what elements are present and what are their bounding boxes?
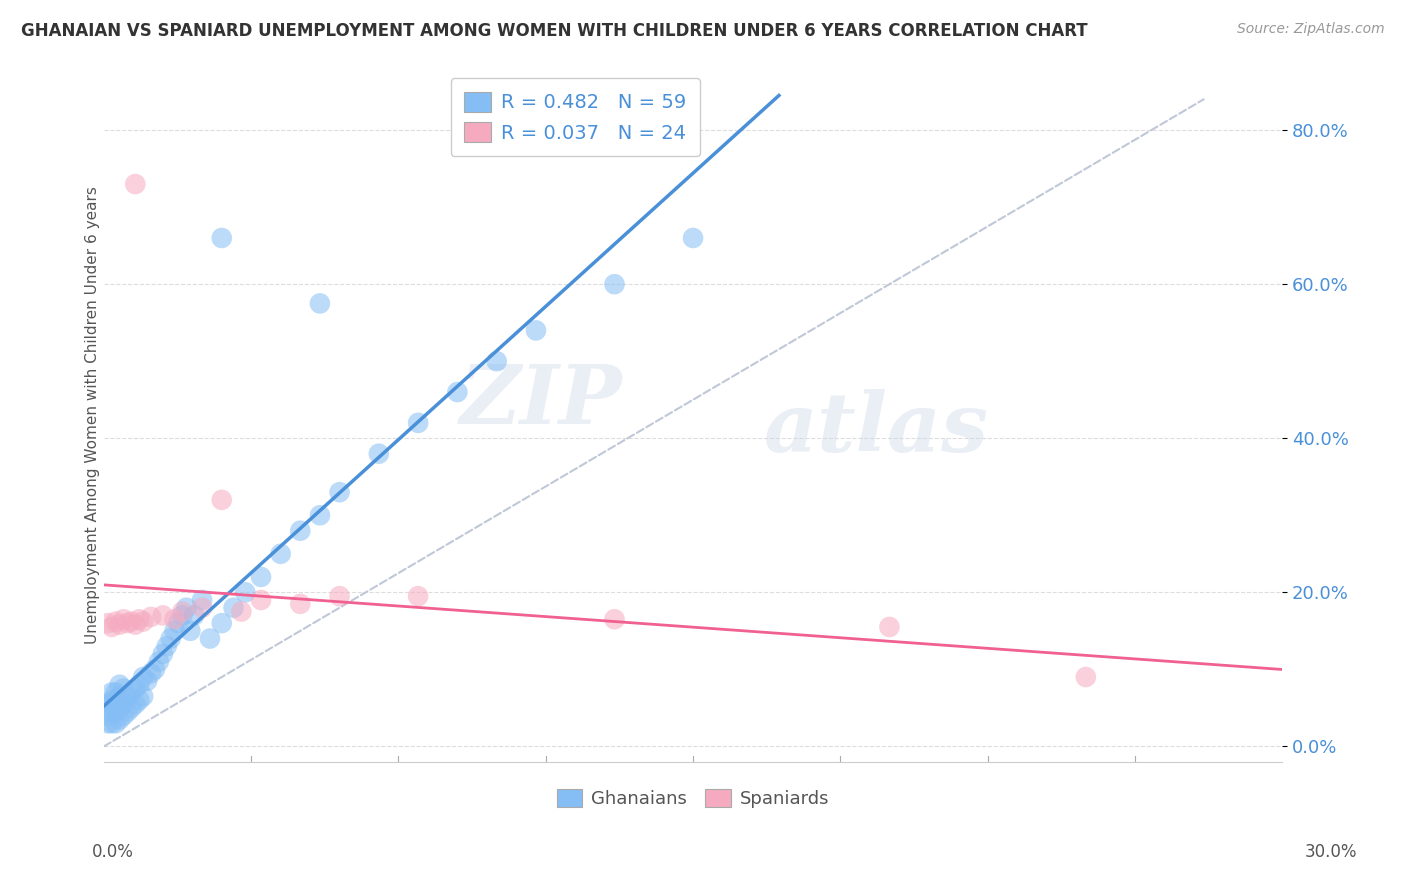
Text: atlas: atlas [763, 389, 988, 469]
Point [104, 705, 127, 719]
Point [172, 605, 194, 619]
Point [112, 697, 135, 711]
Point [128, 693, 150, 707]
Legend: Ghanaians, Spaniards: Ghanaians, Spaniards [550, 781, 837, 815]
Point [250, 570, 273, 584]
Point [104, 693, 127, 707]
Point [152, 608, 174, 623]
Point [148, 655, 170, 669]
Text: 30.0%: 30.0% [1305, 843, 1357, 861]
Point [108, 678, 131, 692]
Point [120, 701, 142, 715]
Point [172, 608, 194, 623]
Point [191, 593, 214, 607]
Point [97, 616, 120, 631]
Point [183, 608, 205, 623]
Point [163, 612, 186, 626]
Point [100, 697, 122, 711]
Point [97, 716, 120, 731]
Text: ZIP: ZIP [460, 361, 623, 442]
Point [198, 632, 221, 646]
Point [124, 681, 146, 696]
Point [120, 615, 142, 629]
Point [143, 662, 166, 676]
Point [128, 678, 150, 692]
Point [139, 666, 162, 681]
Point [329, 589, 352, 603]
Point [100, 716, 122, 731]
Point [159, 632, 181, 646]
Point [124, 697, 146, 711]
Point [270, 547, 292, 561]
Point [250, 593, 273, 607]
Point [108, 713, 131, 727]
Point [128, 612, 150, 626]
Point [112, 612, 135, 626]
Point [104, 716, 127, 731]
Point [97, 697, 120, 711]
Point [524, 323, 547, 337]
Point [167, 616, 190, 631]
Point [211, 231, 233, 245]
Point [682, 231, 704, 245]
Point [132, 690, 155, 704]
Point [156, 639, 179, 653]
Point [132, 670, 155, 684]
Point [211, 492, 233, 507]
Point [1074, 670, 1097, 684]
Y-axis label: Unemployment Among Women with Children Under 6 years: Unemployment Among Women with Children U… [86, 186, 100, 644]
Point [176, 600, 198, 615]
Point [124, 617, 146, 632]
Point [329, 485, 352, 500]
Point [290, 524, 312, 538]
Point [211, 616, 233, 631]
Point [97, 708, 120, 723]
Point [179, 624, 201, 638]
Point [104, 615, 127, 629]
Point [139, 610, 162, 624]
Point [117, 616, 139, 631]
Point [309, 296, 332, 310]
Point [100, 693, 122, 707]
Point [112, 681, 135, 696]
Point [100, 685, 122, 699]
Point [112, 708, 135, 723]
Point [603, 277, 626, 292]
Point [152, 647, 174, 661]
Point [406, 589, 429, 603]
Text: GHANAIAN VS SPANIARD UNEMPLOYMENT AMONG WOMEN WITH CHILDREN UNDER 6 YEARS CORREL: GHANAIAN VS SPANIARD UNEMPLOYMENT AMONG … [21, 22, 1088, 40]
Point [108, 690, 131, 704]
Point [104, 685, 127, 699]
Point [290, 597, 312, 611]
Point [879, 620, 901, 634]
Point [108, 701, 131, 715]
Point [120, 685, 142, 699]
Text: 0.0%: 0.0% [91, 843, 134, 861]
Point [233, 585, 256, 599]
Point [603, 612, 626, 626]
Point [100, 620, 122, 634]
Point [117, 690, 139, 704]
Point [108, 617, 131, 632]
Point [100, 705, 122, 719]
Point [231, 605, 253, 619]
Point [485, 354, 508, 368]
Point [117, 705, 139, 719]
Point [132, 615, 155, 629]
Point [124, 177, 146, 191]
Point [222, 600, 245, 615]
Point [406, 416, 429, 430]
Point [191, 600, 214, 615]
Point [367, 447, 389, 461]
Text: Source: ZipAtlas.com: Source: ZipAtlas.com [1237, 22, 1385, 37]
Point [136, 673, 159, 688]
Point [309, 508, 332, 523]
Point [163, 624, 186, 638]
Point [446, 385, 468, 400]
